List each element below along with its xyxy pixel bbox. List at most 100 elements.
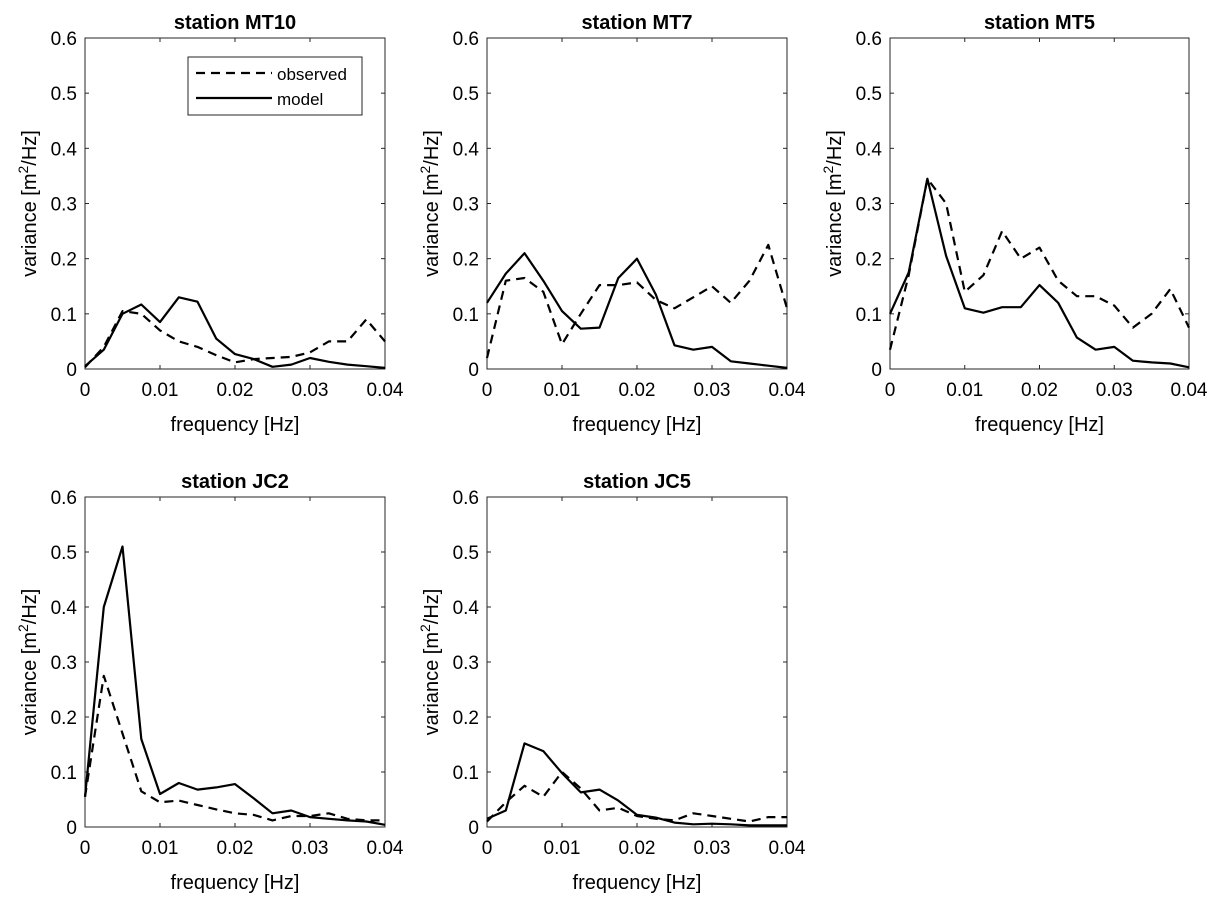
x-tick-label: 0 <box>80 380 91 401</box>
x-tick-label: 0.03 <box>694 380 731 401</box>
y-tick-label: 0.3 <box>453 653 479 674</box>
y-tick-label: 0.2 <box>453 250 479 271</box>
y-tick-label: 0 <box>468 360 479 381</box>
y-tick-label: 0.4 <box>51 598 78 619</box>
axes-box <box>84 496 386 828</box>
y-tick-label: 0.4 <box>51 139 78 160</box>
y-axis-label-superscript: 2 <box>820 165 836 173</box>
y-axis-label-tail: /Hz] <box>19 589 41 625</box>
y-tick-label: 0.1 <box>453 763 479 784</box>
y-axis-label-superscript: 2 <box>15 624 31 632</box>
x-tick-label: 0.01 <box>142 380 179 401</box>
chart-title: station MT10 <box>174 12 296 34</box>
x-tick-label: 0.03 <box>694 838 731 859</box>
x-tick-label: 0 <box>80 838 91 859</box>
legend-label-model: model <box>277 90 323 109</box>
y-axis-label-main: variance [m <box>824 173 846 276</box>
y-tick-label: 0.6 <box>856 29 882 50</box>
y-axis-label: variance [m2/Hz] <box>417 589 443 736</box>
x-tick-label: 0.03 <box>292 380 329 401</box>
series-line-observed <box>84 310 386 369</box>
x-tick-label: 0.02 <box>217 380 254 401</box>
chart-title: station MT5 <box>984 12 1095 34</box>
x-tick-label: 0.04 <box>769 380 806 401</box>
y-axis-label-main: variance [m <box>19 632 41 735</box>
y-tick-label: 0.1 <box>453 305 479 326</box>
y-tick-label: 0.6 <box>51 488 77 509</box>
y-tick-label: 0.4 <box>453 598 480 619</box>
x-tick-label: 0.01 <box>142 838 179 859</box>
chart-title: station MT7 <box>581 12 692 34</box>
x-tick-label: 0 <box>482 838 493 859</box>
y-tick-label: 0.1 <box>856 305 882 326</box>
y-tick-label: 0.1 <box>51 305 77 326</box>
x-tick-label: 0.02 <box>619 838 656 859</box>
y-tick-label: 0.5 <box>51 84 77 105</box>
panel-station-jc2: 0 0.01 0.02 0.03 0.04 0 0.1 0.2 0.3 0.4 0.5 0.6 stat… <box>15 471 404 894</box>
y-tick-label: 0 <box>66 818 77 839</box>
y-axis-label-superscript: 2 <box>15 165 31 173</box>
series-line-observed <box>485 243 789 359</box>
x-axis-label: frequency [Hz] <box>975 414 1104 436</box>
y-tick-label: 0.3 <box>51 653 77 674</box>
panel-station-jc5: 0 0.01 0.02 0.03 0.04 0 0.1 0.2 0.3 0.4 0.5 0.6 stat… <box>417 471 806 894</box>
y-axis-label: variance [m2/Hz] <box>820 130 846 277</box>
chart-title: station JC2 <box>181 471 289 493</box>
x-tick-label: 0.04 <box>1171 380 1208 401</box>
y-tick-label: 0.4 <box>856 139 883 160</box>
y-axis-label-main: variance [m <box>421 173 443 276</box>
x-tick-label: 0.04 <box>769 838 806 859</box>
y-tick-label: 0.2 <box>453 708 479 729</box>
y-tick-label: 0.5 <box>51 543 77 564</box>
y-axis-label-tail: /Hz] <box>19 130 41 166</box>
series-line-model <box>888 177 1190 369</box>
legend: observed model <box>187 56 363 116</box>
x-tick-label: 0.01 <box>946 380 983 401</box>
x-axis-label: frequency [Hz] <box>171 414 300 436</box>
y-axis-label: variance [m2/Hz] <box>417 130 443 277</box>
y-tick-label: 0 <box>468 818 479 839</box>
legend-box <box>187 56 363 116</box>
y-tick-label: 0.6 <box>453 488 479 509</box>
y-tick-label: 0.2 <box>51 250 77 271</box>
y-tick-label: 0.5 <box>453 543 479 564</box>
y-tick-label: 0.2 <box>51 708 77 729</box>
axes-box <box>486 496 788 828</box>
y-tick-label: 0.4 <box>453 139 480 160</box>
x-tick-label: 0.04 <box>367 380 404 401</box>
series-line-model <box>83 545 386 826</box>
y-axis-label-tail: /Hz] <box>421 589 443 625</box>
y-tick-label: 0.5 <box>453 84 479 105</box>
x-tick-label: 0.02 <box>619 380 656 401</box>
y-tick-label: 0.3 <box>51 195 77 216</box>
x-tick-label: 0.02 <box>1021 380 1058 401</box>
series-line-model <box>486 742 787 827</box>
series-line-model <box>84 296 386 369</box>
y-axis-label: variance [m2/Hz] <box>15 130 41 277</box>
y-axis-label-tail: /Hz] <box>421 130 443 166</box>
x-tick-label: 0.01 <box>544 838 581 859</box>
y-tick-label: 0.3 <box>856 195 882 216</box>
x-axis-label: frequency [Hz] <box>573 414 702 436</box>
y-tick-label: 0 <box>66 360 77 381</box>
y-tick-label: 0.6 <box>453 29 479 50</box>
x-tick-label: 0.02 <box>217 838 254 859</box>
series-line-observed <box>888 177 1190 350</box>
y-tick-label: 0.6 <box>51 29 77 50</box>
y-tick-label: 0.1 <box>51 763 77 784</box>
x-tick-label: 0.04 <box>367 838 404 859</box>
x-tick-label: 0.01 <box>544 380 581 401</box>
x-tick-label: 0.03 <box>292 838 329 859</box>
x-tick-label: 0 <box>482 380 493 401</box>
chart-title: station JC5 <box>583 471 691 493</box>
legend-label-observed: observed <box>277 65 347 84</box>
panel-station-mt5: 0 0.01 0.02 0.03 0.04 0 0.1 0.2 0.3 0.4 0.5 0.6 stat… <box>820 12 1208 436</box>
y-axis-label-superscript: 2 <box>417 165 433 173</box>
y-tick-label: 0.3 <box>453 195 479 216</box>
y-tick-label: 0.5 <box>856 84 882 105</box>
axes-box <box>486 37 788 370</box>
x-tick-label: 0.03 <box>1096 380 1133 401</box>
y-axis-label-main: variance [m <box>421 632 443 735</box>
y-axis-label-tail: /Hz] <box>824 130 846 166</box>
